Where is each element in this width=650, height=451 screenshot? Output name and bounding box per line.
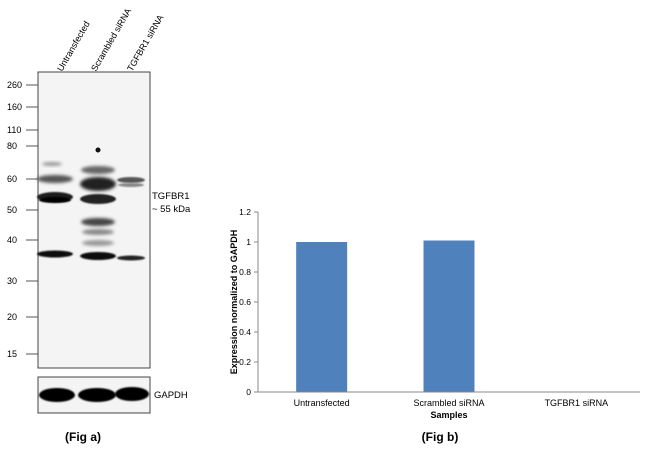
y-tick-label: 0.8 xyxy=(239,267,251,277)
band-size-label: ~ 55 kDa xyxy=(152,204,191,215)
y-tick-label: 0.2 xyxy=(239,357,251,367)
fig-b-caption: (Fig b) xyxy=(422,430,459,444)
y-tick-label: 1.2 xyxy=(239,207,251,217)
marker-160: 160 xyxy=(7,102,22,112)
lane-1-bands xyxy=(37,162,73,258)
y-tick-label: 0.6 xyxy=(239,297,251,307)
x-axis-label: Samples xyxy=(430,410,467,420)
marker-40: 40 xyxy=(7,235,17,245)
bar-scrambled-sirna xyxy=(423,240,475,392)
x-category-label: Scrambled siRNA xyxy=(413,398,484,408)
marker-50: 50 xyxy=(7,205,17,215)
western-blot-panel: Untransfected Scrambled siRNA TGFBR1 siR… xyxy=(7,6,191,444)
lane-label-scrambled-sirna: Scrambled siRNA xyxy=(89,6,133,73)
marker-110: 110 xyxy=(7,125,21,135)
bar-series xyxy=(296,240,475,392)
lane-label-tgfbr1-sirna: TGFBR1 siRNA xyxy=(125,13,165,73)
marker-15: 15 xyxy=(7,349,17,359)
x-category-label: TGFBR1 siRNA xyxy=(545,398,609,408)
marker-260: 260 xyxy=(7,80,22,90)
lane-label-untransfected: Untransfected xyxy=(55,19,92,73)
marker-ladder: 260 160 110 80 60 50 40 30 20 15 xyxy=(7,80,22,359)
y-tick-label: 1 xyxy=(246,237,251,247)
marker-60: 60 xyxy=(7,174,17,184)
marker-ticks xyxy=(26,84,38,355)
blot-main-membrane xyxy=(37,71,151,369)
marker-80: 80 xyxy=(7,141,17,151)
y-axis-ticks: 0 0.2 0.4 0.6 0.8 1 1.2 xyxy=(239,207,258,397)
y-tick-label: 0.4 xyxy=(239,327,251,337)
x-category-label: Untransfected xyxy=(294,398,350,408)
loading-control-label: GAPDH xyxy=(154,390,188,401)
bar-untransfected xyxy=(296,242,348,392)
bar-chart-panel: Expression normalized to GAPDH 0 0.2 0.4 0.… xyxy=(229,207,640,444)
y-axis-label: Expression normalized to GAPDH xyxy=(229,230,239,375)
lane-3-bands xyxy=(117,177,145,261)
marker-30: 30 xyxy=(7,276,17,286)
marker-20: 20 xyxy=(7,312,17,322)
band-label-tgfbr1: TGFBR1 xyxy=(152,191,189,202)
blot-gapdh-membrane xyxy=(37,376,151,414)
fig-a-caption: (Fig a) xyxy=(65,430,101,444)
y-tick-label: 0 xyxy=(246,387,251,397)
x-axis-categories: Untransfected Scrambled siRNA TGFBR1 siRNA xyxy=(294,398,608,408)
lane-2-bands xyxy=(80,147,116,260)
